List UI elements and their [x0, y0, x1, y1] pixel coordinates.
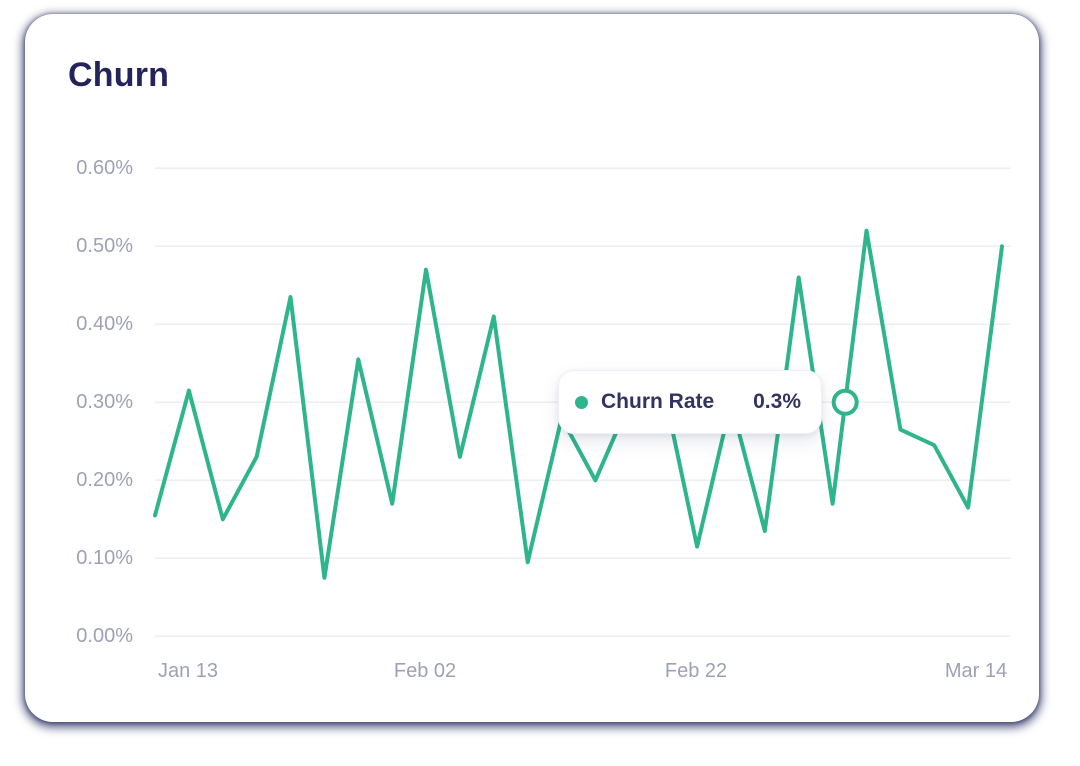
y-tick-label: 0.60% — [76, 157, 133, 179]
y-tick-label: 0.20% — [76, 469, 133, 491]
y-tick-label: 0.40% — [76, 313, 133, 335]
tooltip-series-label: Churn Rate — [601, 390, 715, 413]
chart-title: Churn — [68, 56, 170, 94]
x-tick-label: Feb 02 — [393, 660, 457, 682]
chart-tooltip: Churn Rate 0.3% — [558, 370, 822, 434]
x-tick-label: Feb 22 — [664, 660, 728, 682]
gridlines — [155, 167, 1010, 638]
x-tick-label: Mar 14 — [944, 660, 1008, 682]
y-tick-label: 0.00% — [76, 625, 133, 647]
series-dot-icon — [575, 395, 588, 409]
y-tick-label: 0.10% — [76, 547, 133, 569]
y-tick-label: 0.50% — [76, 235, 133, 257]
y-tick-label: 0.30% — [76, 391, 133, 413]
x-tick-label: Jan 13 — [157, 660, 219, 682]
churn-chart-card: Churn 0.60% 0.50% 0.40% 0.30% 0.20% 0.10… — [25, 14, 1039, 722]
churn-rate-line — [153, 228, 1004, 580]
churn-line-chart[interactable] — [25, 14, 1039, 722]
tooltip-series-value: 0.3% — [753, 390, 801, 413]
